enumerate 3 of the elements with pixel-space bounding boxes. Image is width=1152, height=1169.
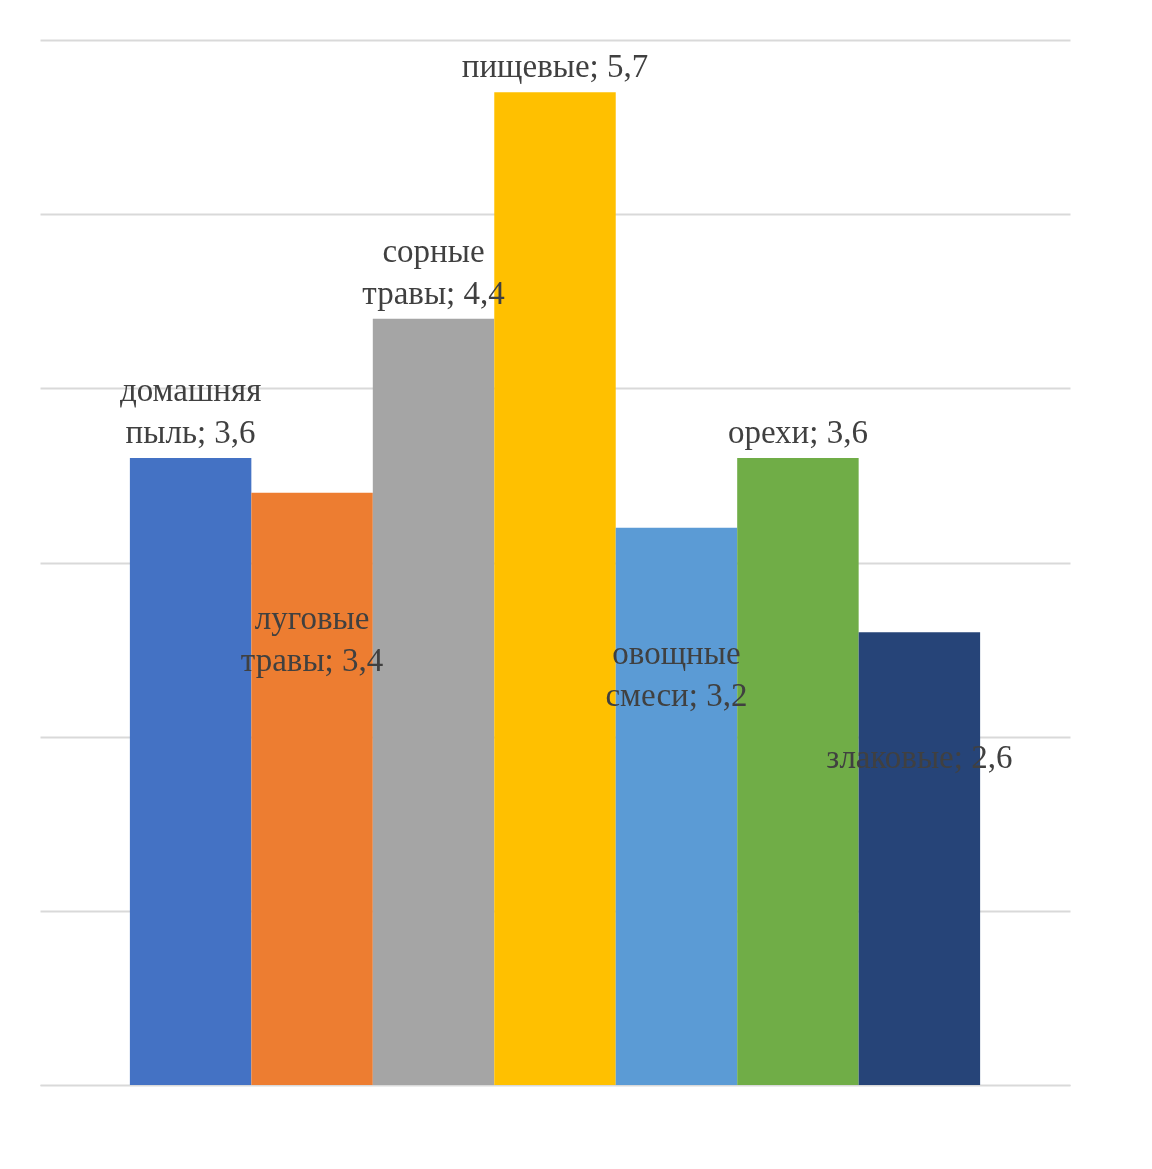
data-label: пищевые; 5,7	[461, 48, 649, 85]
data-label: орехи; 3,6	[727, 414, 868, 450]
text: домашняя пыль; 3,6	[119, 372, 262, 450]
